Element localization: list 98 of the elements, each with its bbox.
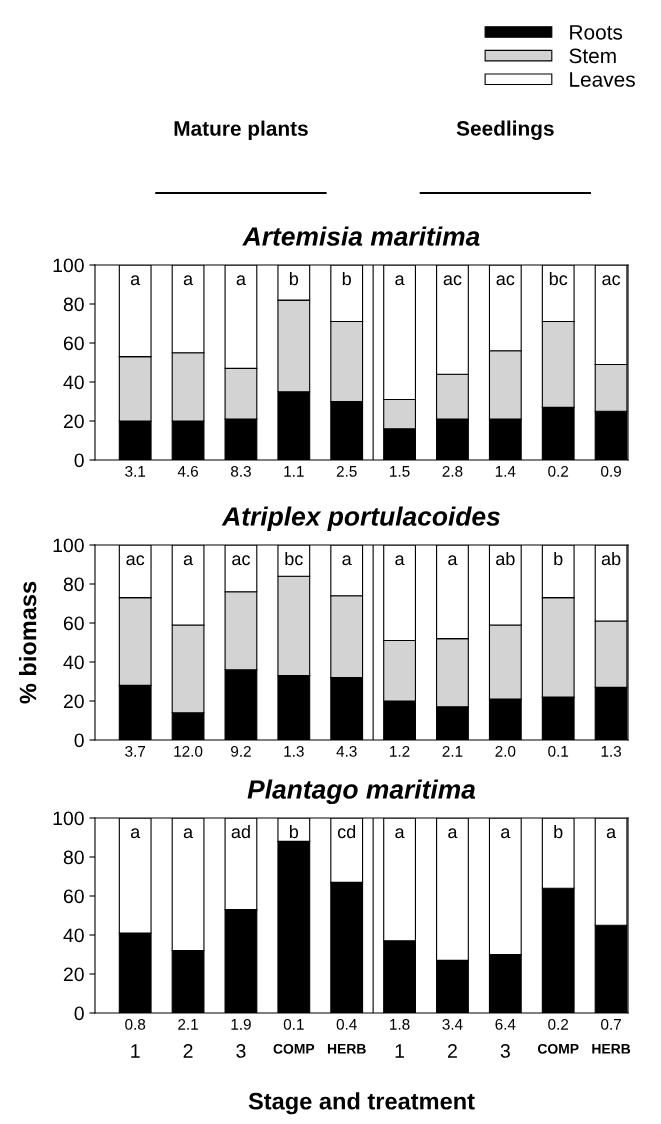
y-tick-label: 80 [63, 297, 84, 312]
text: 1.1 [284, 466, 304, 477]
x-tick-label: HERB [327, 1044, 366, 1054]
text: 3.1 [125, 465, 146, 477]
y-tick-label: 40 [63, 928, 84, 943]
x-tick-label: COMP [537, 1043, 579, 1054]
text: 1.3 [284, 745, 304, 757]
annotation: ac [602, 275, 621, 286]
text: 1.4 [495, 466, 516, 477]
text: 4.6 [177, 465, 199, 477]
text: 1.3 [601, 745, 622, 757]
text: 0.2 [548, 465, 569, 477]
annotation: ac [232, 555, 250, 566]
annotation: a [183, 828, 194, 839]
x-tick-label: 2 [183, 1044, 193, 1058]
annotation: b [554, 824, 563, 839]
text: 6.4 [495, 1018, 516, 1030]
text: 2.1 [442, 745, 463, 757]
annotation: cd [337, 824, 356, 839]
y-tick-label: 20 [63, 967, 84, 982]
text: 1.9 [231, 1018, 251, 1030]
annotation: a [183, 555, 194, 566]
y-tick-label: 80 [63, 850, 84, 865]
x-tick-label: 2 [448, 1044, 457, 1058]
text: 1.2 [390, 745, 410, 757]
text: 0.1 [548, 745, 569, 757]
text: 0.8 [125, 1018, 146, 1030]
text: 0.2 [548, 1018, 569, 1030]
x-tick-label: 1 [395, 1044, 405, 1058]
text: 2.5 [336, 465, 357, 477]
text: Seedlings [456, 120, 554, 141]
annotation: bc [285, 551, 303, 566]
y-tick-label: 0 [74, 453, 84, 468]
y-tick-label: 100 [53, 538, 84, 553]
text: 2.8 [442, 465, 463, 477]
annotation: a [395, 828, 405, 839]
annotation: a [606, 828, 617, 839]
annotation: b [289, 271, 299, 286]
text: 3.4 [442, 1018, 463, 1030]
annotation: a [395, 555, 405, 566]
y-tick-label: 60 [63, 889, 84, 904]
annotation: b [342, 271, 351, 286]
legend-label: Roots [570, 25, 623, 40]
annotation: ac [126, 555, 145, 566]
text: 1.8 [390, 1018, 410, 1030]
annotation: a [448, 828, 458, 839]
y-tick-label: 40 [63, 375, 84, 390]
annotation: a [236, 275, 246, 286]
y-tick-label: 0 [74, 1006, 84, 1021]
y-axis-title: % biomass [19, 581, 37, 704]
chart-title: Plantago maritima [247, 779, 476, 805]
legend-label: Leaves [570, 72, 635, 87]
y-tick-label: 80 [63, 577, 84, 592]
annotation: ab [496, 551, 515, 566]
chart-title: Atriplex portulacoides [221, 506, 500, 532]
text: 2.0 [495, 745, 516, 757]
y-tick-label: 60 [63, 336, 84, 351]
x-tick-label: 3 [500, 1044, 510, 1058]
text: 0.9 [601, 465, 621, 477]
x-tick-label: HERB [592, 1044, 631, 1054]
y-tick-label: 0 [74, 733, 84, 748]
annotation: b [554, 551, 563, 566]
annotation: ac [443, 275, 462, 286]
text: 0.1 [283, 1018, 304, 1030]
y-tick-label: 40 [63, 655, 84, 670]
chart-title: Artemisia maritima [242, 226, 480, 246]
text: 4.3 [336, 745, 357, 757]
text: 9.2 [231, 745, 251, 757]
text: Mature plants [174, 120, 308, 140]
annotation: bc [549, 271, 568, 286]
annotation: a [342, 555, 352, 566]
y-tick-label: 20 [63, 414, 84, 429]
x-tick-label: 1 [131, 1044, 140, 1058]
text: 1.5 [390, 466, 410, 477]
annotation: ad [231, 824, 250, 839]
annotation: a [501, 828, 511, 839]
annotation: a [448, 555, 458, 566]
text: 3.7 [125, 745, 146, 757]
annotation: a [395, 275, 405, 286]
x-axis-title: Stage and treatment [248, 1092, 475, 1115]
annotation: a [183, 275, 194, 286]
annotation: a [130, 828, 141, 839]
text: 0.7 [601, 1018, 621, 1030]
legend-label: Stem [569, 48, 616, 64]
text: 0.4 [336, 1018, 357, 1030]
annotation: a [130, 275, 141, 286]
x-tick-label: 3 [236, 1044, 246, 1058]
y-tick-label: 100 [53, 258, 84, 273]
x-tick-label: COMP [273, 1043, 315, 1054]
annotation: ab [601, 551, 621, 566]
text: 8.3 [230, 465, 251, 477]
text: 12.0 [174, 745, 203, 757]
annotation: b [289, 824, 299, 839]
annotation: ac [496, 275, 515, 286]
y-tick-label: 60 [63, 616, 84, 631]
text: 2.1 [178, 1018, 198, 1030]
y-tick-label: 20 [63, 694, 84, 709]
y-tick-label: 100 [53, 811, 84, 826]
